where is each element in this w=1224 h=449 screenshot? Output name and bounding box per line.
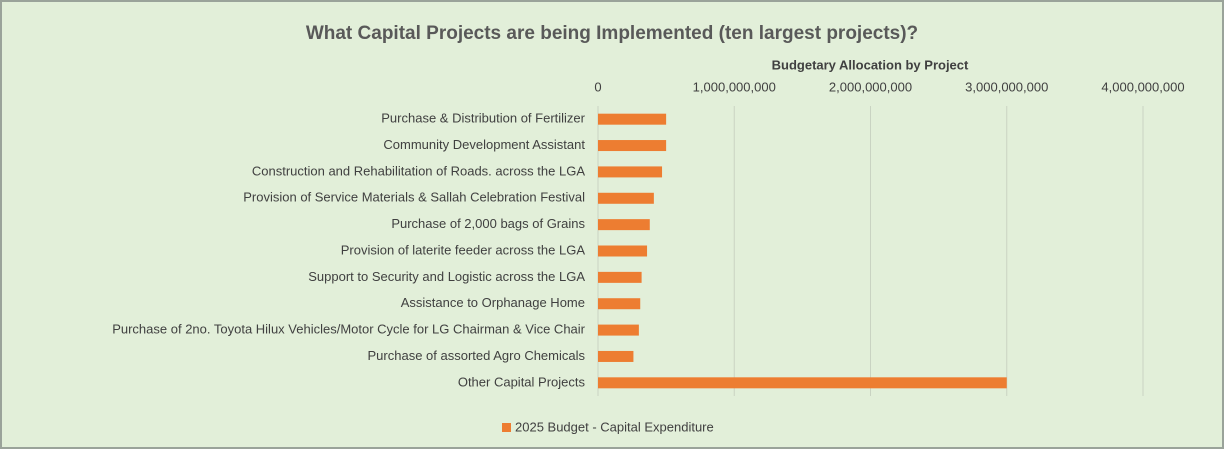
x-tick-label: 3,000,000,000	[965, 79, 1048, 94]
bar	[598, 377, 1007, 389]
legend-label: 2025 Budget - Capital Expenditure	[515, 419, 714, 434]
y-tick-label: Provision of laterite feeder across the …	[341, 242, 586, 257]
y-tick-label: Purchase & Distribution of Fertilizer	[381, 111, 585, 126]
bar	[598, 298, 641, 310]
y-tick-label: Provision of Service Materials & Sallah …	[243, 190, 585, 205]
y-tick-label: Construction and Rehabilitation of Roads…	[252, 163, 585, 178]
axis-title: Budgetary Allocation by Project	[772, 57, 969, 72]
bar	[598, 166, 663, 178]
bar	[598, 271, 642, 283]
x-tick-label: 2,000,000,000	[829, 79, 912, 94]
y-tick-label: Community Development Assistant	[383, 137, 585, 152]
x-tick-label: 4,000,000,000	[1101, 79, 1184, 94]
y-tick-label: Purchase of 2no. Toyota Hilux Vehicles/M…	[112, 322, 585, 337]
bar	[598, 219, 650, 231]
bar	[598, 192, 654, 204]
y-tick-label: Purchase of assorted Agro Chemicals	[368, 348, 586, 363]
bar	[598, 350, 634, 362]
bar	[598, 245, 648, 257]
legend-swatch	[502, 423, 511, 432]
x-tick-label: 0	[594, 79, 601, 94]
chart-title: What Capital Projects are being Implemen…	[306, 23, 918, 44]
bar	[598, 140, 667, 152]
y-tick-label: Support to Security and Logistic across …	[308, 269, 585, 284]
y-tick-label: Other Capital Projects	[458, 374, 586, 389]
y-tick-label: Assistance to Orphanage Home	[401, 295, 585, 310]
y-tick-label: Purchase of 2,000 bags of Grains	[391, 216, 585, 231]
bar	[598, 113, 667, 125]
bar	[598, 324, 639, 336]
x-tick-label: 1,000,000,000	[693, 79, 776, 94]
